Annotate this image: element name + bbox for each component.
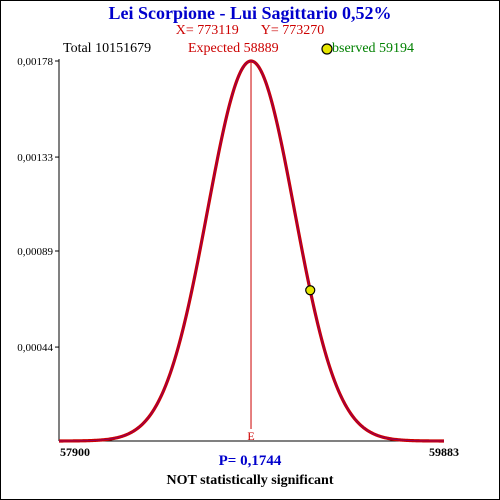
- observed-point: [305, 285, 316, 296]
- observed-legend-marker: [321, 43, 333, 55]
- x-tick-label: 57900: [60, 445, 90, 459]
- x-count-label: X= 773119: [175, 23, 239, 38]
- x-tick-label: 59883: [429, 445, 459, 459]
- y-count-label: Y= 773270: [260, 23, 325, 38]
- expected-marker-label: E: [247, 429, 254, 443]
- y-tick-label: 0,00089: [17, 246, 53, 258]
- significance-verdict: NOT statistically significant: [166, 473, 334, 488]
- expected-label: Expected 58889: [188, 41, 279, 56]
- p-value-label: P= 0,1744: [218, 453, 282, 469]
- observed-label: bserved 59194: [332, 41, 415, 56]
- chart-title: Lei Scorpione - Lui Sagittario 0,52%: [108, 3, 392, 23]
- y-tick-label: 0,00133: [17, 152, 53, 164]
- total-label: Total 10151679: [63, 41, 152, 56]
- xy-counts: X= 773119 Y= 773270: [1, 23, 499, 39]
- y-tick-label: 0,00178: [17, 56, 53, 68]
- distribution-curve-core: [59, 60, 444, 442]
- y-tick-label: 0,00044: [17, 342, 53, 354]
